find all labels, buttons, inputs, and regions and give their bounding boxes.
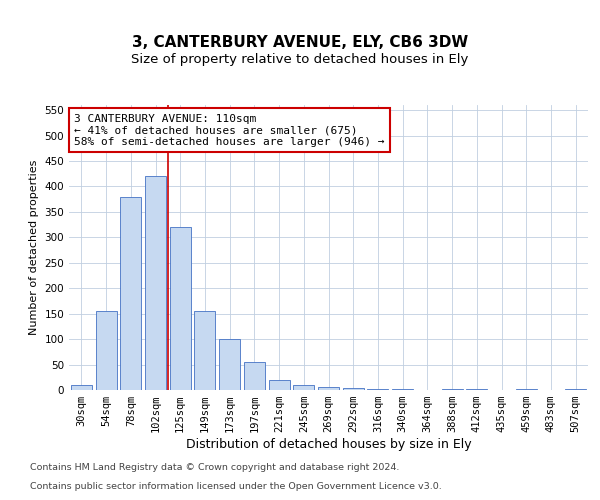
Bar [343, 388, 364, 390]
Bar [120, 196, 141, 390]
Text: 3 CANTERBURY AVENUE: 110sqm
← 41% of detached houses are smaller (675)
58% of se: 3 CANTERBURY AVENUE: 110sqm ← 41% of det… [74, 114, 385, 147]
Bar [95, 311, 116, 390]
Text: Contains HM Land Registry data © Crown copyright and database right 2024.: Contains HM Land Registry data © Crown c… [30, 464, 400, 472]
Y-axis label: Number of detached properties: Number of detached properties [29, 160, 39, 335]
Text: 3, CANTERBURY AVENUE, ELY, CB6 3DW: 3, CANTERBURY AVENUE, ELY, CB6 3DW [132, 35, 468, 50]
Text: Contains public sector information licensed under the Open Government Licence v3: Contains public sector information licen… [30, 482, 442, 491]
Bar [244, 362, 265, 390]
Bar [392, 389, 413, 390]
Bar [219, 339, 240, 390]
Bar [293, 385, 314, 390]
Bar [170, 227, 191, 390]
Bar [71, 385, 92, 390]
Bar [318, 388, 339, 390]
Bar [194, 311, 215, 390]
Text: Size of property relative to detached houses in Ely: Size of property relative to detached ho… [131, 54, 469, 66]
X-axis label: Distribution of detached houses by size in Ely: Distribution of detached houses by size … [185, 438, 472, 451]
Bar [269, 380, 290, 390]
Bar [145, 176, 166, 390]
